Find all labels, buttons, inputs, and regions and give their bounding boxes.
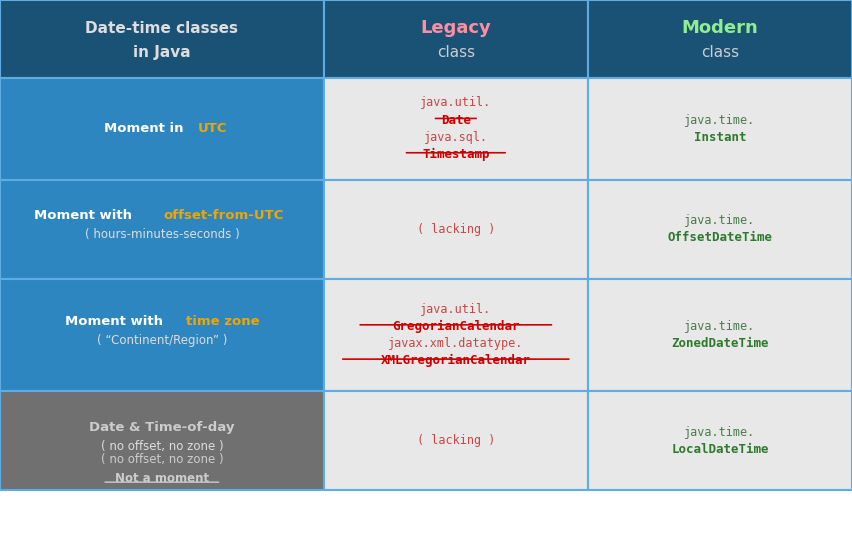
Text: Date: Date (440, 114, 471, 126)
FancyBboxPatch shape (324, 78, 588, 180)
FancyBboxPatch shape (588, 78, 852, 180)
Text: Instant: Instant (694, 131, 746, 144)
Text: java.sql.: java.sql. (423, 131, 488, 144)
Text: Moment with: Moment with (34, 209, 136, 222)
Text: ( hours-minutes-seconds ): ( hours-minutes-seconds ) (84, 228, 239, 241)
FancyBboxPatch shape (0, 279, 324, 391)
FancyBboxPatch shape (588, 0, 852, 78)
FancyBboxPatch shape (324, 279, 588, 391)
Text: XMLGregorianCalendar: XMLGregorianCalendar (381, 354, 531, 367)
Text: Moment with: Moment with (65, 315, 167, 328)
Text: Date & Time-of-day: Date & Time-of-day (89, 421, 234, 434)
Text: java.time.: java.time. (684, 214, 756, 227)
FancyBboxPatch shape (0, 78, 324, 180)
FancyBboxPatch shape (0, 180, 324, 279)
Text: LocalDateTime: LocalDateTime (671, 443, 769, 456)
FancyBboxPatch shape (588, 180, 852, 279)
FancyBboxPatch shape (324, 180, 588, 279)
Text: ( “Continent/Region” ): ( “Continent/Region” ) (96, 334, 227, 347)
Text: offset-from-UTC: offset-from-UTC (163, 209, 284, 222)
Text: class: class (437, 45, 475, 59)
FancyBboxPatch shape (0, 391, 324, 490)
Text: Date-time classes: Date-time classes (85, 21, 239, 35)
Text: java.time.: java.time. (684, 114, 756, 126)
Text: javax.xml.datatype.: javax.xml.datatype. (389, 337, 523, 350)
Text: UTC: UTC (199, 122, 227, 135)
Text: Modern: Modern (682, 19, 758, 37)
Text: Moment in: Moment in (105, 122, 188, 135)
Text: Not a moment: Not a moment (115, 472, 209, 485)
Text: class: class (701, 45, 739, 59)
Text: time zone: time zone (187, 315, 260, 328)
FancyBboxPatch shape (324, 391, 588, 490)
Text: ZonedDateTime: ZonedDateTime (671, 337, 769, 350)
Text: ( lacking ): ( lacking ) (417, 434, 495, 448)
Text: java.util.: java.util. (420, 96, 492, 109)
Text: java.util.: java.util. (420, 303, 492, 316)
Text: Timestamp: Timestamp (422, 148, 490, 161)
FancyBboxPatch shape (324, 0, 588, 78)
Text: GregorianCalendar: GregorianCalendar (392, 320, 520, 333)
Text: java.time.: java.time. (684, 426, 756, 439)
Text: Legacy: Legacy (420, 19, 492, 37)
FancyBboxPatch shape (0, 0, 324, 78)
FancyBboxPatch shape (588, 391, 852, 490)
Text: ( no offset, no zone ): ( no offset, no zone ) (101, 453, 223, 466)
Text: ( no offset, no zone ): ( no offset, no zone ) (101, 440, 223, 453)
Text: OffsetDateTime: OffsetDateTime (667, 231, 773, 244)
Text: in Java: in Java (133, 45, 191, 59)
Text: java.time.: java.time. (684, 320, 756, 333)
FancyBboxPatch shape (588, 279, 852, 391)
Text: ( lacking ): ( lacking ) (417, 222, 495, 236)
